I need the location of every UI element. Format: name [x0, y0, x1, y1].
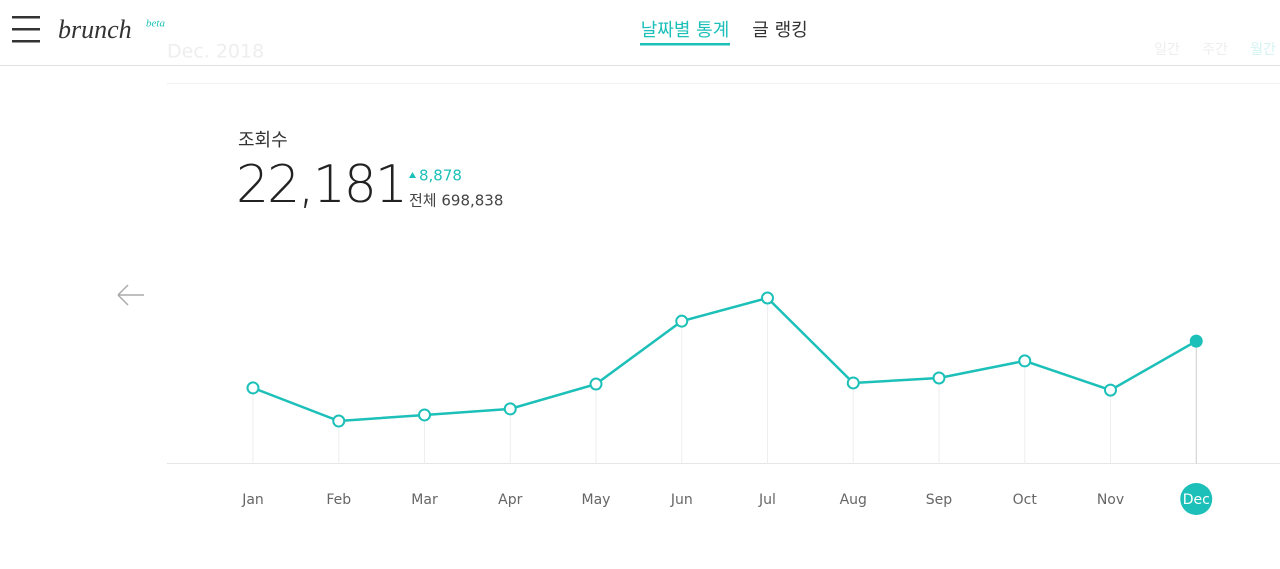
x-tick-label[interactable]: Aug	[840, 492, 867, 508]
x-tick-label[interactable]: Mar	[411, 492, 438, 508]
data-point	[932, 371, 946, 385]
x-tick-label[interactable]: Dec	[1183, 492, 1210, 508]
x-tick-label[interactable]: Jul	[758, 492, 776, 508]
summary-change: 8,878	[419, 167, 462, 185]
period-label: Dec. 2018	[167, 41, 264, 63]
data-point	[846, 376, 860, 390]
x-tick-label[interactable]: Nov	[1097, 492, 1124, 508]
period-option[interactable]: 주간	[1202, 42, 1228, 58]
x-tick-label[interactable]: May	[582, 492, 611, 508]
up-arrow	[409, 172, 416, 178]
tab[interactable]: 글 랭킹	[752, 20, 807, 41]
data-point	[1018, 354, 1032, 368]
prev-arrow[interactable]	[117, 284, 144, 306]
x-tick-label[interactable]: Apr	[498, 492, 522, 508]
summary-title: 조회수	[238, 130, 288, 151]
tab-underline	[640, 43, 730, 46]
x-tick-label[interactable]: Sep	[926, 492, 953, 508]
tab-active[interactable]: 날짜별 통계	[641, 20, 730, 41]
data-point	[246, 381, 260, 395]
logo[interactable]: brunch	[58, 15, 132, 44]
period-option[interactable]: 일간	[1154, 42, 1180, 58]
menu-icon[interactable]	[12, 16, 40, 43]
data-point	[1104, 383, 1117, 397]
data-point	[418, 408, 431, 422]
data-point	[589, 377, 603, 391]
data-point	[675, 314, 689, 328]
data-point	[761, 291, 774, 305]
summary-value: 22,181	[236, 155, 406, 215]
data-point	[503, 402, 517, 416]
x-tick-label[interactable]: Oct	[1013, 492, 1038, 508]
logo-badge: beta	[146, 18, 165, 30]
series-line	[252, 296, 1197, 423]
x-tick-label[interactable]: Jun	[670, 492, 693, 508]
data-point	[332, 414, 346, 428]
summary-total: 전체 698,838	[409, 192, 503, 210]
period-option[interactable]: 월간	[1250, 42, 1276, 58]
x-tick-label[interactable]: Feb	[326, 492, 351, 508]
data-point	[1189, 334, 1203, 348]
x-tick-label[interactable]: Jan	[241, 492, 264, 508]
plot: Jan Feb Mar Apr May Jun Jul Aug Sep Oct Nov Dec	[241, 291, 1213, 515]
selected-month-bg	[1180, 483, 1213, 515]
